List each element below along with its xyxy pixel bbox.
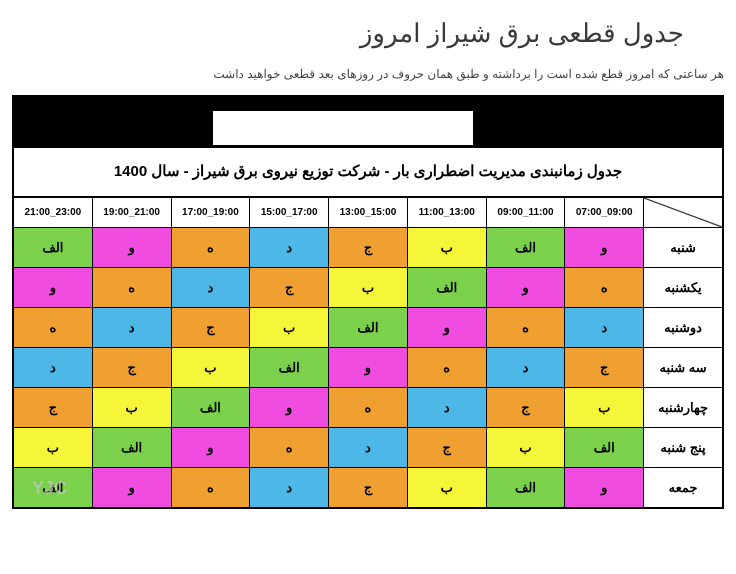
page-title: جدول قطعی برق شیراز امروز — [12, 18, 684, 49]
schedule-cell: ه — [407, 348, 486, 388]
schedule-cell: ب — [486, 428, 565, 468]
schedule-cell: الف — [171, 388, 250, 428]
schedule-cell: د — [250, 468, 329, 508]
schedule-cell: و — [171, 428, 250, 468]
schedule-cell: ب — [171, 348, 250, 388]
schedule-cell: الف — [486, 228, 565, 268]
schedule-cell: ب — [407, 228, 486, 268]
schedule-cell: ب — [329, 268, 408, 308]
page-subtitle: هر ساعتی که امروز قطع شده است را برداشته… — [12, 67, 724, 81]
redaction-bar — [13, 96, 723, 146]
table-row: بالفوهدجبالفپنج شنبه — [14, 428, 723, 468]
time-header: 09:00_11:00 — [486, 198, 565, 228]
table-row: الفوهدجبالفوشنبه — [14, 228, 723, 268]
schedule-cell: و — [92, 228, 171, 268]
schedule-cell: ه — [171, 228, 250, 268]
schedule-cell: الف — [329, 308, 408, 348]
schedule-cell: ج — [329, 228, 408, 268]
day-name: دوشنبه — [644, 308, 723, 348]
schedule-cell: الف — [486, 468, 565, 508]
schedule-cell: و — [486, 268, 565, 308]
schedule-cell: ج — [171, 308, 250, 348]
schedule-cell: ه — [92, 268, 171, 308]
schedule-cell: الف — [92, 428, 171, 468]
day-name: جمعه — [644, 468, 723, 508]
day-name: سه شنبه — [644, 348, 723, 388]
schedule-cell: ج — [486, 388, 565, 428]
schedule-cell: ج — [14, 388, 93, 428]
schedule-cell: ه — [14, 308, 93, 348]
schedule-cell: ب — [407, 468, 486, 508]
schedule-scan: جدول زمانبندی مدیریت اضطراری بار - شرکت … — [12, 95, 724, 509]
schedule-cell: د — [14, 348, 93, 388]
schedule-cell: الف — [14, 228, 93, 268]
time-header: 17:00_19:00 — [171, 198, 250, 228]
schedule-cell: و — [329, 348, 408, 388]
schedule-cell: د — [407, 388, 486, 428]
schedule-cell: الف — [407, 268, 486, 308]
schedule-cell: د — [329, 428, 408, 468]
schedule-cell: د — [250, 228, 329, 268]
schedule-cell: د — [486, 348, 565, 388]
schedule-cell: ج — [92, 348, 171, 388]
watermark: YJC — [32, 478, 67, 499]
schedule-cell: ه — [486, 308, 565, 348]
schedule-cell: ب — [14, 428, 93, 468]
day-name: چهارشنبه — [644, 388, 723, 428]
schedule-cell: و — [565, 468, 644, 508]
time-header: 19:00_21:00 — [92, 198, 171, 228]
day-name: یکشنبه — [644, 268, 723, 308]
schedule-cell: ب — [565, 388, 644, 428]
schedule-cell: ه — [329, 388, 408, 428]
schedule-cell: ج — [407, 428, 486, 468]
time-header: 13:00_15:00 — [329, 198, 408, 228]
schedule-cell: د — [171, 268, 250, 308]
table-row: وهدجبالفوهیکشنبه — [14, 268, 723, 308]
schedule-cell: د — [92, 308, 171, 348]
time-header: 21:00_23:00 — [14, 198, 93, 228]
schedule-cell: ب — [250, 308, 329, 348]
day-name: پنج شنبه — [644, 428, 723, 468]
schedule-cell: ب — [92, 388, 171, 428]
schedule-cell: ه — [250, 428, 329, 468]
schedule-cell: ه — [171, 468, 250, 508]
schedule-cell: ج — [250, 268, 329, 308]
table-row: الفوهدجبالفوجمعه — [14, 468, 723, 508]
schedule-cell: و — [250, 388, 329, 428]
corner-cell — [644, 198, 723, 228]
table-row: جبالفوهدجبچهارشنبه — [14, 388, 723, 428]
day-name: شنبه — [644, 228, 723, 268]
schedule-cell: و — [407, 308, 486, 348]
schedule-cell: و — [565, 228, 644, 268]
schedule-cell: ج — [565, 348, 644, 388]
time-header: 11:00_13:00 — [407, 198, 486, 228]
redaction-whitebox — [213, 111, 473, 145]
time-header: 15:00_17:00 — [250, 198, 329, 228]
schedule-cell: و — [14, 268, 93, 308]
schedule-cell: و — [92, 468, 171, 508]
schedule-table: 21:00_23:00 19:00_21:00 17:00_19:00 15:0… — [13, 197, 723, 508]
header-row: 21:00_23:00 19:00_21:00 17:00_19:00 15:0… — [14, 198, 723, 228]
schedule-cell: د — [565, 308, 644, 348]
schedule-cell: الف — [250, 348, 329, 388]
schedule-cell: ج — [329, 468, 408, 508]
schedule-cell: ه — [565, 268, 644, 308]
schedule-cell: الف — [565, 428, 644, 468]
table-row: هدجبالفوهددوشنبه — [14, 308, 723, 348]
schedule-title: جدول زمانبندی مدیریت اضطراری بار - شرکت … — [13, 146, 723, 197]
time-header: 07:00_09:00 — [565, 198, 644, 228]
table-row: دجبالفوهدجسه شنبه — [14, 348, 723, 388]
